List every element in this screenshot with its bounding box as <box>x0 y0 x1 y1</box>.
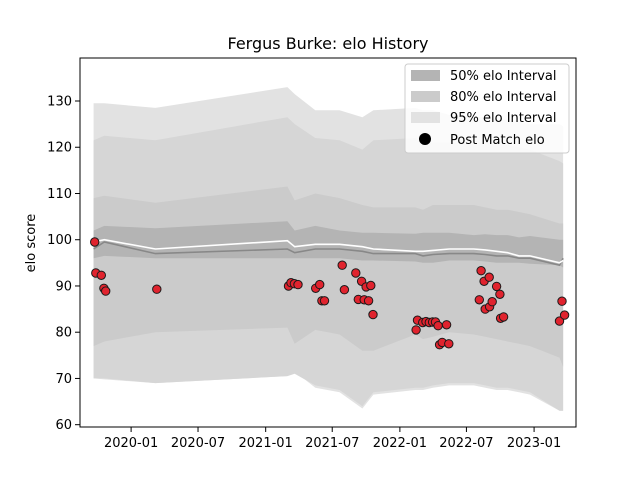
post-match-point <box>368 309 378 320</box>
x-tick-label: 2020-01 <box>104 436 158 451</box>
post-match-points <box>90 237 570 350</box>
legend-marker-point <box>419 133 431 145</box>
chart-title: Fergus Burke: elo History <box>228 34 429 53</box>
post-match-point <box>433 321 443 331</box>
post-match-point <box>319 296 330 306</box>
y-tick-label: 100 <box>47 233 72 248</box>
post-match-point <box>101 286 111 296</box>
post-match-point <box>487 297 497 307</box>
post-match-point <box>96 270 107 280</box>
y-tick-label: 120 <box>47 141 72 156</box>
mean-elo-line <box>93 241 564 267</box>
post-match-point <box>363 296 374 306</box>
legend-swatch-50 <box>411 70 440 81</box>
post-match-point <box>498 312 509 322</box>
x-axis: 2020-01 2020-07 2021-01 2021-07 2022-01 2022-… <box>104 427 561 451</box>
post-match-point <box>557 296 567 306</box>
y-tick-label: 60 <box>55 418 72 433</box>
mean-elo-upper-line <box>93 238 564 264</box>
post-match-point <box>293 279 303 290</box>
post-match-point <box>474 295 484 305</box>
legend: 50% elo Interval 80% elo Interval 95% el… <box>404 63 570 154</box>
post-match-point <box>339 285 350 295</box>
y-tick-label: 70 <box>55 372 72 387</box>
x-tick-label: 2022-01 <box>373 436 427 451</box>
x-tick-label: 2023-01 <box>507 436 561 451</box>
post-match-point <box>444 339 454 349</box>
post-match-point <box>476 266 486 276</box>
legend-label-95: 95% elo Interval <box>450 111 557 126</box>
plot-frame <box>79 57 577 428</box>
legend-label-80: 80% elo Interval <box>450 90 557 105</box>
legend-swatch-80 <box>411 91 440 102</box>
post-match-point <box>90 237 100 247</box>
post-match-point <box>559 310 570 320</box>
y-tick-label: 80 <box>55 326 72 341</box>
post-match-point <box>351 268 361 278</box>
legend-swatch-95 <box>411 112 440 123</box>
post-match-point <box>366 280 376 291</box>
post-match-point <box>337 260 347 270</box>
y-axis-label: elo score <box>24 214 39 273</box>
y-tick-label: 130 <box>47 95 72 110</box>
x-tick-label: 2020-07 <box>171 436 225 451</box>
y-axis: 60 70 80 90 100 110 120 130 <box>47 95 80 433</box>
post-match-point <box>484 272 494 282</box>
y-tick-label: 110 <box>47 187 72 202</box>
y-tick-label: 90 <box>55 279 72 294</box>
legend-label-50: 50% elo Interval <box>450 69 557 84</box>
post-match-point <box>315 279 325 290</box>
post-match-point <box>152 284 162 294</box>
x-tick-label: 2021-07 <box>305 436 359 451</box>
x-tick-label: 2022-07 <box>439 436 493 451</box>
post-match-point <box>495 289 505 299</box>
x-tick-label: 2021-01 <box>239 436 293 451</box>
legend-frame <box>404 63 570 154</box>
post-match-point <box>411 325 421 335</box>
post-match-point <box>441 320 452 330</box>
mean-lines <box>93 238 564 267</box>
legend-label-point: Post Match elo <box>450 133 545 148</box>
post-match-point <box>491 281 502 292</box>
post-match-point <box>554 316 565 326</box>
